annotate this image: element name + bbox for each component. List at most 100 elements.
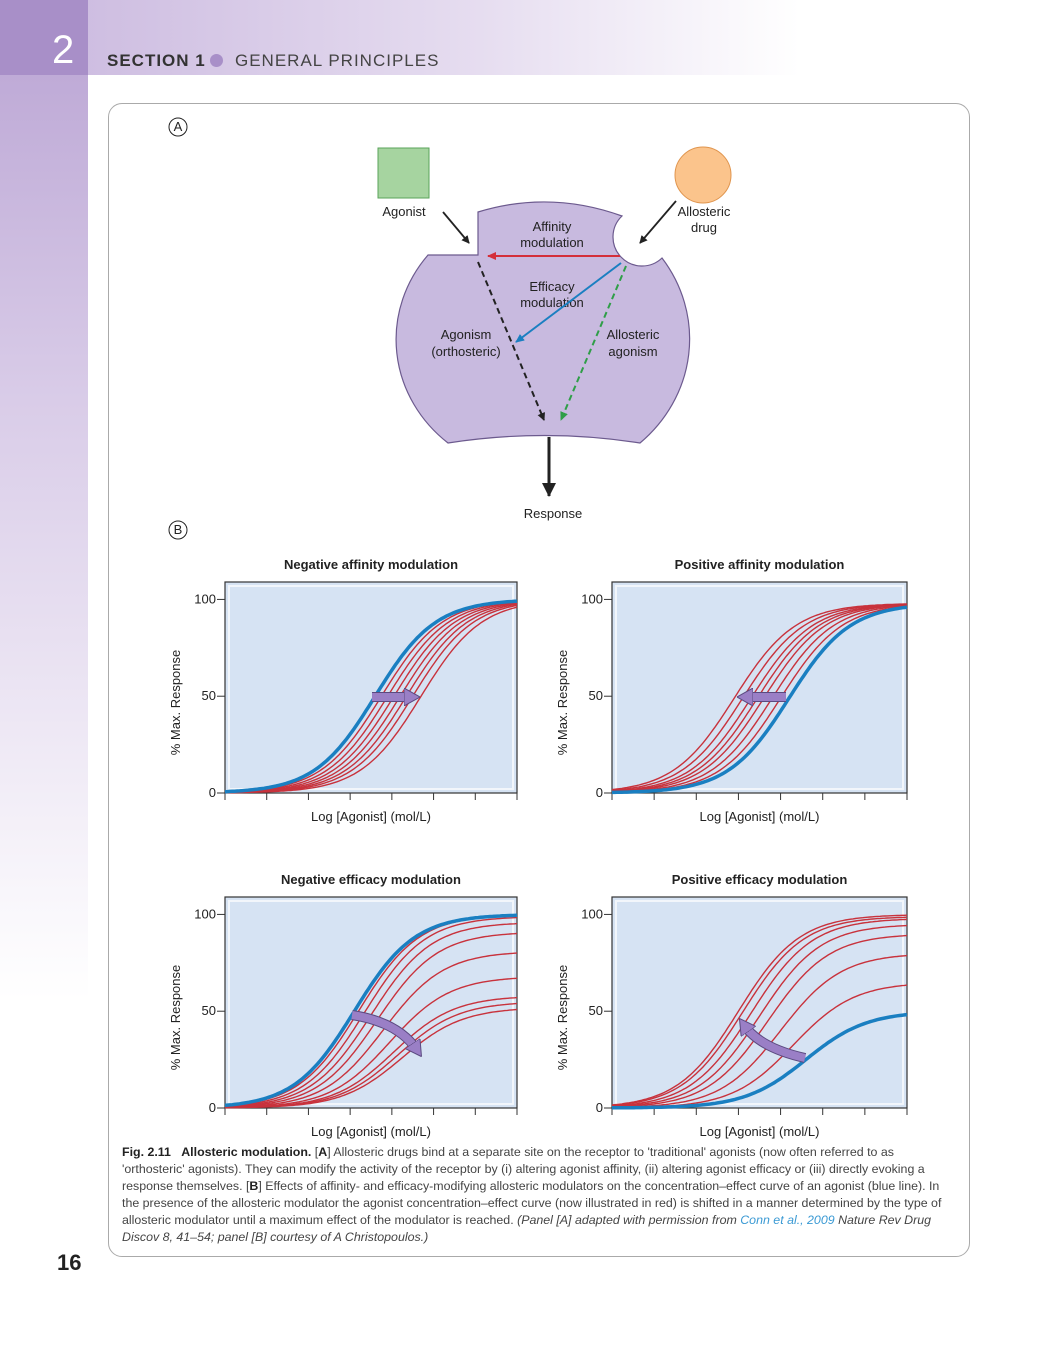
curve	[225, 606, 518, 794]
curve	[611, 934, 908, 1108]
curve	[224, 913, 518, 1108]
allosteric-agonism-label: agonism	[608, 344, 657, 359]
allosteric-agonism-label: Allosteric	[607, 327, 660, 342]
section-label: SECTION 1	[107, 51, 206, 70]
curve	[611, 604, 908, 793]
allosteric-agonism-arrow	[560, 265, 627, 421]
curve	[224, 916, 518, 1107]
caption-text: A	[318, 1145, 328, 1159]
curve	[611, 603, 908, 791]
plot-area	[611, 896, 908, 1109]
figure-box	[108, 103, 970, 1257]
chart: Positive affinity modulation Log [Agonist…	[555, 557, 908, 824]
curve	[611, 604, 908, 793]
agonism-arrow	[477, 261, 545, 421]
x-axis-label: Log [Agonist] (mol/L)	[311, 1124, 431, 1139]
curve	[611, 914, 908, 1106]
agonism-label: (orthosteric)	[431, 344, 500, 359]
curve	[612, 1012, 908, 1110]
y-tick-label: 50	[202, 688, 216, 703]
y-tick-label: 50	[589, 1003, 603, 1018]
y-tick-label: 50	[589, 688, 603, 703]
page-number: 16	[57, 1250, 82, 1275]
plot-inner-border	[228, 900, 514, 1105]
y-axis-label: % Max. Response	[168, 650, 183, 756]
y-tick-label: 0	[209, 1100, 216, 1115]
caption-credit: Nature Rev Drug Discov 8, 41–54; panel […	[122, 1213, 932, 1244]
chart: Negative efficacy modulation Log [Agonist…	[168, 872, 518, 1139]
efficacy-arrow	[515, 262, 622, 343]
side-band	[0, 0, 88, 1000]
x-axis-label: Log [Agonist] (mol/L)	[700, 809, 820, 824]
plot-inner-border	[615, 585, 904, 790]
y-tick-label: 0	[596, 1100, 603, 1115]
caption-label: Fig. 2.11	[122, 1145, 171, 1159]
allosteric-drug-label: drug	[691, 220, 717, 235]
panel-label: B	[174, 522, 183, 537]
caption-title: Allosteric modulation.	[181, 1145, 312, 1159]
efficacy-label: modulation	[520, 295, 584, 310]
curve	[224, 601, 518, 793]
affinity-label: modulation	[520, 235, 584, 250]
y-axis-label: % Max. Response	[168, 965, 183, 1071]
caption-link[interactable]: Conn et al., 2009	[740, 1213, 835, 1227]
caption-text: [	[311, 1145, 319, 1159]
y-tick-label: 0	[209, 785, 216, 800]
curve	[611, 954, 908, 1109]
allosteric-drug-circle	[674, 146, 732, 204]
panel-label: A	[174, 119, 183, 134]
curve	[224, 599, 518, 794]
agonism-label: Agonism	[441, 327, 492, 342]
curve	[224, 932, 518, 1108]
chart: Positive efficacy modulation Log [Agonist…	[555, 872, 908, 1139]
curve	[611, 916, 908, 1107]
x-axis-label: Log [Agonist] (mol/L)	[700, 1124, 820, 1139]
affinity-label: Affinity	[533, 219, 572, 234]
curve	[611, 603, 908, 792]
curve	[224, 952, 518, 1108]
y-tick-label: 100	[194, 591, 216, 606]
caption-text: ] Allosteric drugs bind at a separate si…	[122, 1145, 925, 1193]
shift-arrow	[744, 1025, 806, 1062]
curve	[612, 605, 908, 795]
y-axis-label: % Max. Response	[555, 965, 570, 1071]
shift-arrows	[351, 697, 807, 1063]
y-tick-label: 100	[194, 906, 216, 921]
arrow	[442, 211, 470, 244]
agonist-square	[377, 147, 430, 199]
caption: Fig. 2.11 Allosteric modulation. [A] All…	[122, 1144, 952, 1246]
arrow	[639, 200, 677, 244]
header-band	[0, 0, 800, 75]
plot-area	[611, 581, 908, 794]
y-axis-label: % Max. Response	[555, 650, 570, 756]
shift-arrow	[351, 1011, 417, 1050]
y-tick-label: 0	[596, 785, 603, 800]
chart-title: Negative affinity modulation	[284, 557, 458, 572]
curve	[611, 924, 908, 1108]
chapter-number: 2	[52, 28, 75, 72]
curve	[225, 1008, 518, 1109]
section-dot	[210, 54, 223, 67]
caption-text: B	[249, 1179, 259, 1193]
charts: Negative affinity modulation Log [Agonist…	[168, 557, 908, 1139]
curve	[611, 918, 908, 1107]
chapter-box	[0, 0, 88, 75]
section-title: GENERAL PRINCIPLES	[235, 51, 440, 70]
y-tick-label: 50	[202, 1003, 216, 1018]
chart-title: Positive affinity modulation	[675, 557, 845, 572]
chart-title: Negative efficacy modulation	[281, 872, 461, 887]
panel-label-circle	[168, 117, 188, 137]
agonist-label: Agonist	[382, 204, 426, 219]
x-axis-label: Log [Agonist] (mol/L)	[311, 809, 431, 824]
caption-text: ] Effects of affinity- and efficacy-modi…	[122, 1179, 942, 1227]
curve	[611, 603, 907, 792]
caption-credit: (Panel [A] adapted with permission from	[517, 1213, 741, 1227]
y-tick-label: 100	[581, 906, 603, 921]
efficacy-label: Efficacy	[529, 279, 575, 294]
y-tick-label: 100	[581, 591, 603, 606]
plot-inner-border	[228, 585, 514, 790]
allosteric-drug-label: Allosteric	[678, 204, 731, 219]
chart-title: Positive efficacy modulation	[672, 872, 848, 887]
